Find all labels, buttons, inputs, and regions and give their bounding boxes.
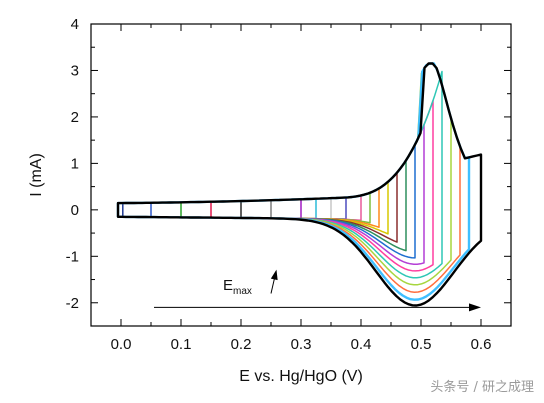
- scan-direction-arrow-head: [469, 303, 481, 312]
- y-tick-label: 2: [71, 109, 79, 126]
- y-tick-label: -1: [66, 248, 79, 265]
- x-axis-label: E vs. Hg/HgO (V): [239, 368, 363, 385]
- y-tick-label: 1: [71, 155, 79, 172]
- y-tick-label: 0: [71, 202, 79, 219]
- axis-ticks: 0.0 0.1 0.2 0.3 0.4 0.5 0.6 -2 -1 0 1 2 3 4: [66, 16, 511, 353]
- cv-curves: [116, 62, 483, 307]
- x-tick-label: 0.1: [171, 336, 192, 353]
- cv-cycle-curve: [116, 62, 483, 307]
- emax-annotation-subscript: max: [233, 286, 252, 297]
- x-tick-label: 0.2: [231, 336, 252, 353]
- x-tick-label: 0.5: [411, 336, 432, 353]
- x-tick-label: 0.4: [351, 336, 372, 353]
- annotations: Emax: [154, 269, 481, 312]
- y-axis-label: I (mA): [28, 153, 45, 197]
- emax-annotation-main: E: [223, 277, 233, 294]
- emax-annotation: Emax: [223, 277, 252, 297]
- x-tick-label: 0.0: [111, 336, 132, 353]
- y-tick-label: 4: [71, 16, 79, 33]
- x-tick-label: 0.3: [291, 336, 312, 353]
- y-tick-label: 3: [71, 62, 79, 79]
- watermark: 头条号 / 研之成理: [430, 380, 534, 395]
- x-tick-label: 0.6: [471, 336, 492, 353]
- y-tick-label: -2: [66, 295, 79, 312]
- emax-pointer-arrow-head: [270, 269, 278, 281]
